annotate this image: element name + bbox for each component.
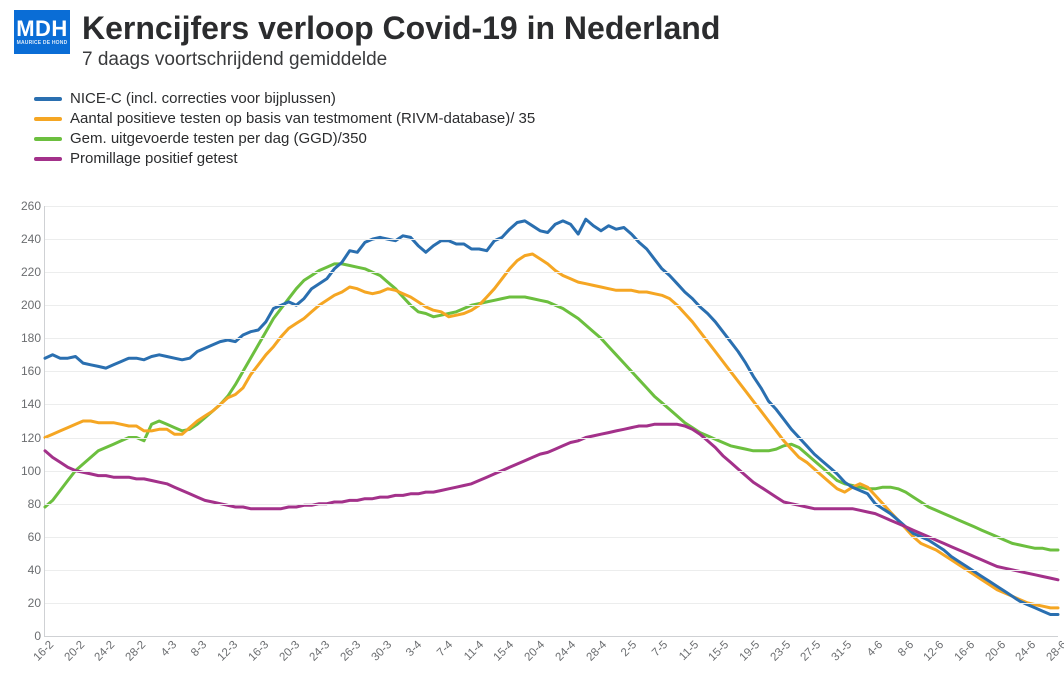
y-tick-label: 60 [11, 530, 45, 544]
y-tick-label: 20 [11, 596, 45, 610]
x-tick-label: 20-6 [980, 636, 1008, 664]
y-tick-label: 260 [11, 199, 45, 213]
legend-item: Promillage positief getest [34, 149, 1064, 169]
legend-swatch [34, 157, 62, 161]
y-tick-label: 240 [11, 232, 45, 246]
x-tick-label: 23-5 [765, 636, 793, 664]
legend-label: Aantal positieve testen op basis van tes… [70, 109, 535, 129]
legend-item: NICE-C (incl. correcties voor bijplussen… [34, 89, 1064, 109]
gridline [45, 404, 1058, 405]
gridline [45, 206, 1058, 207]
series-pos-tests [45, 254, 1058, 608]
x-tick-label: 16-6 [950, 636, 978, 664]
gridline [45, 272, 1058, 273]
x-tick-label: 20-4 [520, 636, 548, 664]
x-tick-label: 16-3 [244, 636, 272, 664]
legend-swatch [34, 137, 62, 141]
x-tick-label: 24-3 [305, 636, 333, 664]
x-tick-label: 8-6 [893, 636, 916, 659]
gridline [45, 438, 1058, 439]
series-promillage [45, 424, 1058, 580]
x-tick-label: 15-4 [489, 636, 517, 664]
logo-subtext: MAURICE DE HOND [17, 40, 68, 46]
legend-swatch [34, 97, 62, 101]
x-tick-label: 28-6 [1042, 636, 1064, 664]
legend: NICE-C (incl. correcties voor bijplussen… [34, 89, 1064, 169]
x-tick-label: 28-2 [121, 636, 149, 664]
x-tick-label: 3-4 [402, 636, 425, 659]
x-tick-label: 24-6 [1011, 636, 1039, 664]
x-tick-label: 24-4 [551, 636, 579, 664]
legend-label: Promillage positief getest [70, 149, 238, 169]
x-tick-label: 4-6 [862, 636, 885, 659]
x-tick-label: 24-2 [90, 636, 118, 664]
x-tick-label: 31-5 [827, 636, 855, 664]
mdh-logo: MDH MAURICE DE HOND [14, 10, 70, 54]
y-tick-label: 120 [11, 431, 45, 445]
legend-label: Gem. uitgevoerde testen per dag (GGD)/35… [70, 129, 367, 149]
series-ggd-tests [45, 264, 1058, 550]
x-tick-label: 12-3 [213, 636, 241, 664]
chart-page: MDH MAURICE DE HOND Kerncijfers verloop … [0, 0, 1064, 683]
chart-title: Kerncijfers verloop Covid-19 in Nederlan… [82, 10, 720, 47]
line-layer [45, 206, 1058, 636]
gridline [45, 305, 1058, 306]
gridline [45, 471, 1058, 472]
logo-text: MDH [16, 18, 68, 40]
x-tick-label: 2-5 [616, 636, 639, 659]
y-tick-label: 80 [11, 497, 45, 511]
x-tick-label: 20-2 [59, 636, 87, 664]
x-tick-label: 15-5 [704, 636, 732, 664]
y-tick-label: 100 [11, 464, 45, 478]
x-tick-label: 12-6 [919, 636, 947, 664]
x-tick-label: 20-3 [274, 636, 302, 664]
x-tick-label: 30-3 [366, 636, 394, 664]
plot-area: 02040608010012014016018020022024026016-2… [44, 206, 1058, 637]
x-tick-label: 11-4 [459, 636, 486, 663]
x-tick-label: 27-5 [796, 636, 824, 664]
y-tick-label: 180 [11, 331, 45, 345]
y-tick-label: 160 [11, 364, 45, 378]
legend-swatch [34, 117, 62, 121]
x-tick-label: 7-5 [647, 636, 670, 659]
gridline [45, 371, 1058, 372]
titles: Kerncijfers verloop Covid-19 in Nederlan… [82, 10, 720, 71]
header: MDH MAURICE DE HOND Kerncijfers verloop … [0, 0, 1064, 71]
legend-item: Gem. uitgevoerde testen per dag (GGD)/35… [34, 129, 1064, 149]
x-tick-label: 7-4 [432, 636, 455, 659]
gridline [45, 603, 1058, 604]
y-tick-label: 220 [11, 265, 45, 279]
legend-item: Aantal positieve testen op basis van tes… [34, 109, 1064, 129]
y-tick-label: 40 [11, 563, 45, 577]
chart-area: 02040608010012014016018020022024026016-2… [12, 206, 1058, 673]
x-tick-label: 11-5 [674, 636, 701, 663]
x-tick-label: 19-5 [735, 636, 763, 664]
gridline [45, 239, 1058, 240]
y-tick-label: 200 [11, 298, 45, 312]
legend-label: NICE-C (incl. correcties voor bijplussen… [70, 89, 336, 109]
gridline [45, 338, 1058, 339]
gridline [45, 537, 1058, 538]
x-tick-label: 26-3 [336, 636, 364, 664]
chart-subtitle: 7 daags voortschrijdend gemiddelde [82, 49, 720, 71]
x-tick-label: 4-3 [156, 636, 179, 659]
gridline [45, 504, 1058, 505]
x-tick-label: 8-3 [187, 636, 210, 659]
y-tick-label: 140 [11, 397, 45, 411]
gridline [45, 570, 1058, 571]
series-nice-c [45, 219, 1058, 614]
x-tick-label: 28-4 [581, 636, 609, 664]
